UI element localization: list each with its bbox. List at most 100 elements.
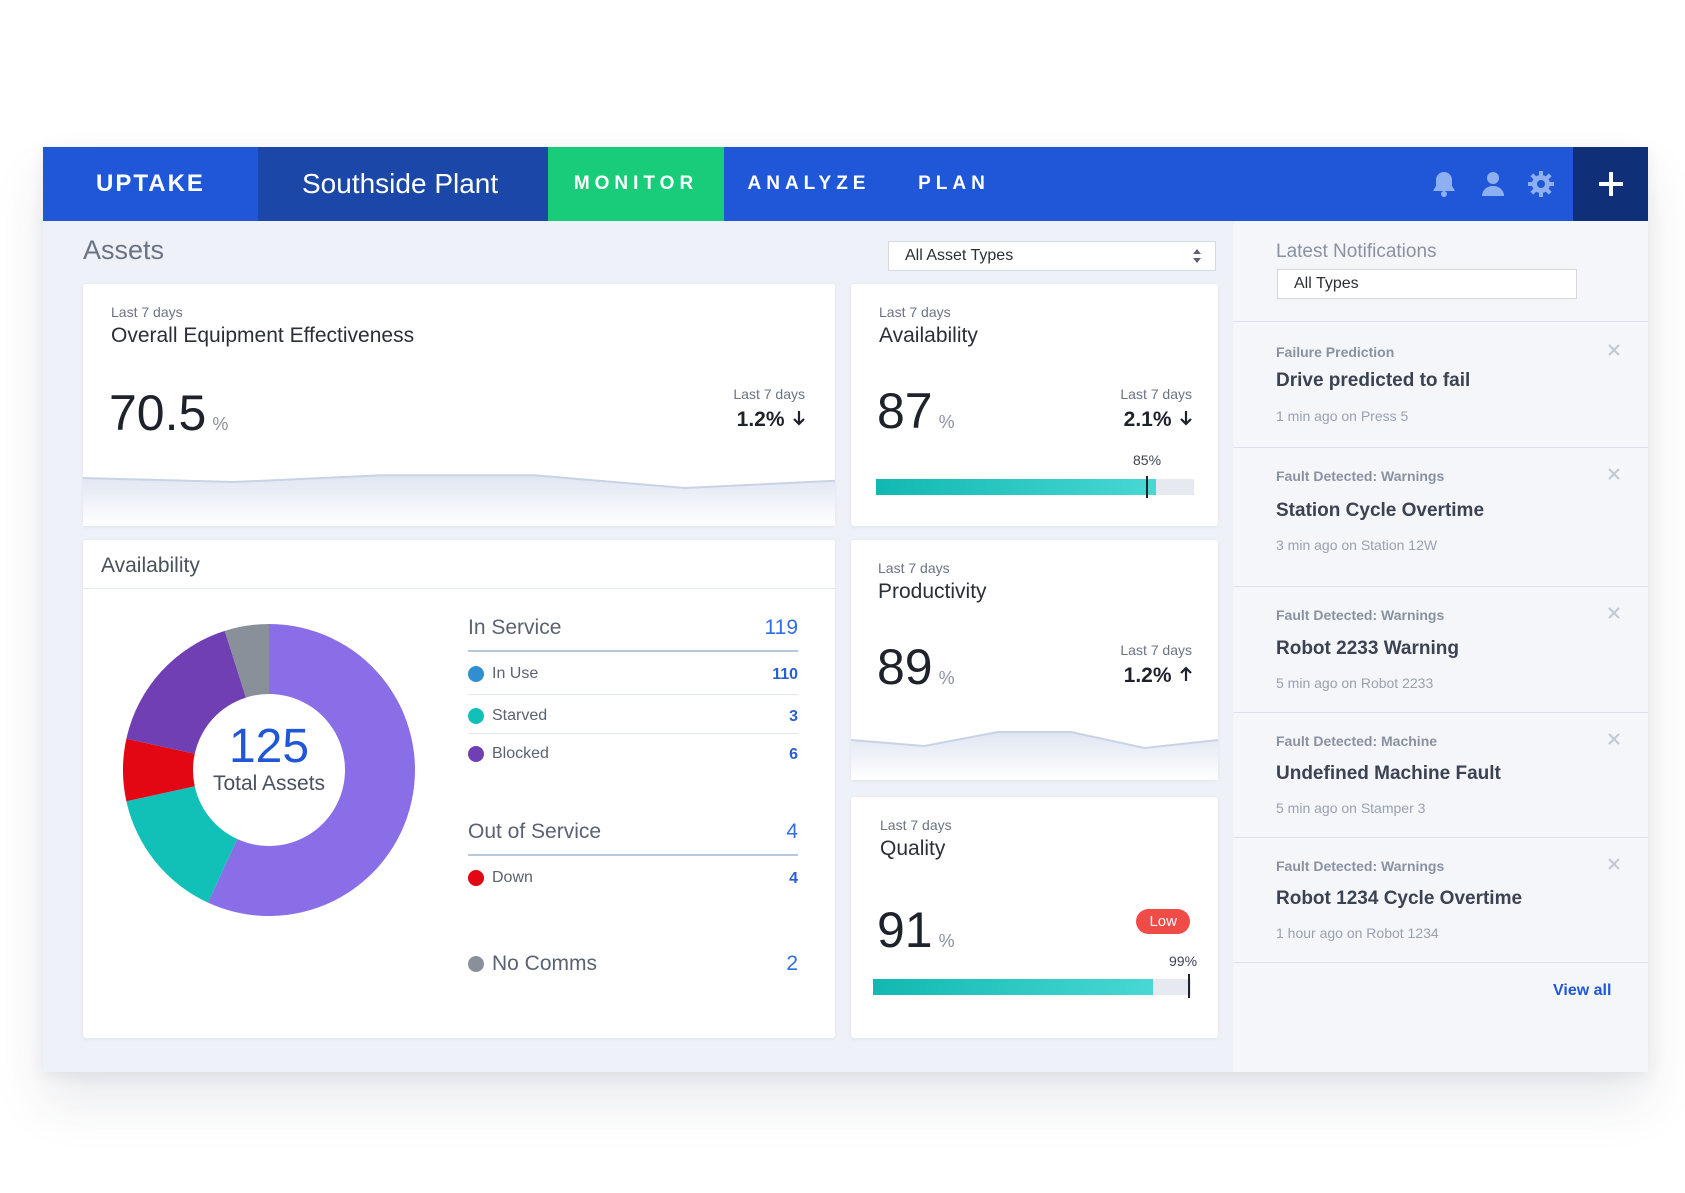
logo[interactable]: UPTAKE	[43, 147, 258, 221]
productivity-trend-chart	[851, 731, 1218, 780]
plant-selector[interactable]: Southside Plant	[258, 147, 548, 221]
oee-trend-area	[83, 475, 835, 526]
legend-no-comms: No Comms	[468, 952, 597, 976]
arrow-up-icon	[1180, 666, 1192, 681]
notification-meta: 3 min ago on Station 12W	[1276, 537, 1438, 553]
quality-unit: %	[938, 931, 955, 951]
notification-item[interactable]: Fault Detected: Warnings Robot 1234 Cycl…	[1233, 837, 1648, 963]
legend-blocked: Blocked	[468, 745, 549, 763]
availability-value-group: 87%	[877, 382, 955, 440]
asset-type-value: All Asset Types	[905, 247, 1014, 264]
quality-progress-fill	[873, 979, 1153, 995]
out-of-service-label: Out of Service	[468, 820, 602, 843]
no-comms-value: 2	[786, 952, 798, 975]
page-title: Assets	[83, 235, 165, 265]
close-icon[interactable]	[1606, 605, 1622, 621]
legend-label: Starved	[492, 707, 548, 724]
availability-delta: 2.1%	[1123, 408, 1172, 431]
view-all-link[interactable]: View all	[1553, 982, 1612, 999]
tab-plan[interactable]: PLAN	[918, 173, 990, 194]
notification-item[interactable]: Fault Detected: Warnings Station Cycle O…	[1233, 447, 1648, 587]
oee-trend-line	[83, 474, 835, 490]
notification-type-select[interactable]: All Types	[1277, 269, 1577, 299]
oee-delta-label: Last 7 days	[733, 386, 805, 402]
oee-period: Last 7 days	[111, 304, 183, 320]
quality-status-badge: Low	[1136, 909, 1190, 934]
donut-slice-in-use	[207, 624, 416, 916]
notification-meta: 5 min ago on Robot 2233	[1276, 675, 1434, 691]
legend-label: No Comms	[492, 952, 598, 975]
donut-center: 125 Total Assets	[121, 722, 417, 796]
quality-period: Last 7 days	[880, 817, 952, 833]
availability-period: Last 7 days	[879, 304, 951, 320]
bell-icon[interactable]	[1429, 169, 1459, 199]
notification-item[interactable]: Fault Detected: Warnings Robot 2233 Warn…	[1233, 586, 1648, 713]
productivity-card: Last 7 days Productivity 89% Last 7 days…	[851, 540, 1218, 780]
in-service-value: 119	[764, 616, 798, 639]
quality-card: Last 7 days Quality 91% Low 99%	[851, 797, 1218, 1038]
add-button[interactable]	[1573, 147, 1648, 221]
notification-type: Fault Detected: Machine	[1276, 733, 1438, 749]
tab-monitor[interactable]: MONITOR	[548, 147, 724, 221]
availability-donut-chart	[122, 624, 416, 916]
legend-in-use: In Use	[468, 665, 538, 683]
notification-headline: Robot 1234 Cycle Overtime	[1276, 888, 1523, 909]
close-icon[interactable]	[1606, 342, 1622, 358]
oee-trend-chart	[83, 474, 835, 526]
notification-meta: 1 min ago on Press 5	[1276, 408, 1409, 424]
donut-slice-blocked	[126, 630, 246, 754]
close-icon[interactable]	[1606, 731, 1622, 747]
app-window: UPTAKE Southside Plant MONITOR ANALYZE P…	[43, 147, 1648, 1072]
notification-type: Fault Detected: Warnings	[1276, 468, 1445, 484]
notification-headline: Undefined Machine Fault	[1276, 763, 1501, 784]
oee-delta-group: 1.2%	[737, 408, 805, 432]
in-service-label: In Service	[468, 616, 562, 639]
divider	[468, 854, 798, 856]
notifications-title: Latest Notifications	[1276, 241, 1437, 262]
notification-item[interactable]: Failure Prediction Drive predicted to fa…	[1233, 321, 1648, 448]
arrow-down-icon	[793, 411, 805, 426]
close-icon[interactable]	[1606, 466, 1622, 482]
select-arrows-icon	[1193, 249, 1201, 263]
productivity-delta: 1.2%	[1123, 664, 1172, 687]
oee-unit: %	[212, 414, 229, 434]
quality-progress-bar	[873, 974, 1191, 998]
oee-card: Last 7 days Overall Equipment Effectiven…	[83, 284, 835, 526]
availability-panel-title: Availability	[101, 554, 200, 577]
user-icon[interactable]	[1478, 169, 1508, 199]
total-assets-value: 125	[228, 720, 310, 773]
availability-value: 87	[877, 383, 933, 439]
divider	[468, 694, 798, 695]
availability-progress-bar	[876, 476, 1194, 498]
tab-analyze[interactable]: ANALYZE	[747, 173, 871, 194]
availability-kpi-card: Last 7 days Availability 87% Last 7 days…	[851, 284, 1218, 526]
legend-dot	[468, 956, 484, 972]
top-nav-bar: UPTAKE Southside Plant MONITOR ANALYZE P…	[43, 147, 1648, 221]
starved-value: 3	[789, 708, 798, 725]
asset-type-select[interactable]: All Asset Types	[888, 241, 1216, 271]
plus-icon	[1598, 172, 1623, 196]
notification-headline: Robot 2233 Warning	[1276, 638, 1459, 659]
notification-item[interactable]: Fault Detected: Machine Undefined Machin…	[1233, 712, 1648, 838]
down-value: 4	[789, 870, 798, 887]
oee-value: 70.5	[109, 385, 207, 441]
availability-delta-group: 2.1%	[1124, 408, 1192, 432]
total-assets-label: Total Assets	[212, 772, 326, 795]
gear-icon[interactable]	[1526, 169, 1556, 199]
close-icon[interactable]	[1606, 856, 1622, 872]
out-of-service-value: 4	[786, 820, 798, 843]
notification-type: Fault Detected: Warnings	[1276, 858, 1445, 874]
notification-type-value: All Types	[1294, 275, 1359, 292]
productivity-delta-label: Last 7 days	[1120, 642, 1192, 658]
availability-target-label: 85%	[1133, 452, 1162, 468]
donut-slice-down	[122, 738, 195, 802]
divider	[83, 588, 835, 589]
legend-dot	[468, 746, 484, 762]
legend-label: Down	[492, 869, 533, 886]
legend-dot	[468, 666, 484, 682]
notification-type: Fault Detected: Warnings	[1276, 607, 1445, 623]
legend-starved: Starved	[468, 707, 547, 725]
productivity-value-group: 89%	[877, 638, 955, 696]
notification-meta: 1 hour ago on Robot 1234	[1276, 925, 1439, 941]
productivity-trend-area	[851, 732, 1218, 780]
